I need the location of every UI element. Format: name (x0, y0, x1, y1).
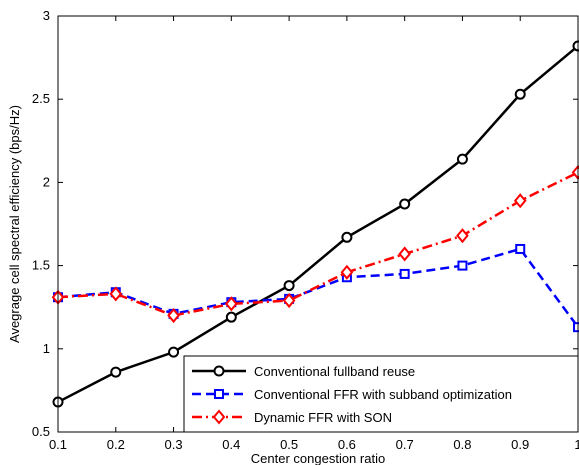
y-tick-label: 1.5 (32, 258, 50, 273)
legend: Conventional fullband reuse Conventional … (183, 355, 579, 433)
x-tick-label: 1 (574, 437, 579, 452)
series-1-point (168, 346, 180, 358)
x-tick-label: 0.6 (338, 437, 356, 452)
x-tick-label: 0.8 (453, 437, 471, 452)
series-1 (52, 40, 579, 408)
x-tick-label: 0.9 (511, 437, 529, 452)
series-3-point (513, 193, 527, 209)
x-axis-ticks: 0.1 0.2 0.3 0.4 0.5 0.6 0.7 0.8 0.9 1 (49, 16, 579, 452)
series-2-point (399, 268, 410, 279)
series-2-point (515, 243, 526, 254)
legend-marker (214, 389, 224, 399)
series-3-point (398, 246, 411, 262)
series-3-point (225, 296, 238, 312)
series-3-point (109, 286, 123, 302)
series-1-point (514, 88, 526, 100)
series-1-point (399, 198, 411, 210)
y-tick-label: 1 (43, 341, 50, 356)
y-axis-ticks: 0.5 1 1.5 2 2.5 3 (32, 8, 578, 439)
series-1-point (456, 153, 468, 165)
x-axis-label: Center congestion ratio (251, 451, 385, 465)
series-1-point (341, 231, 353, 243)
x-tick-label: 0.7 (396, 437, 414, 452)
series-layer (51, 40, 579, 408)
series-3-line (57, 171, 579, 317)
series-1-point (225, 311, 237, 323)
series-3-point (340, 264, 354, 280)
series-3-point (167, 307, 180, 324)
x-tick-label: 0.2 (107, 437, 125, 452)
series-1-point (110, 366, 122, 378)
series-2-point (457, 260, 468, 271)
x-tick-label: 0.4 (222, 437, 240, 452)
series-2-line (57, 247, 579, 328)
series-1-line (57, 44, 579, 404)
x-tick-label: 0.1 (49, 437, 67, 452)
y-tick-label: 2 (43, 174, 50, 189)
x-tick-label: 0.3 (165, 437, 183, 452)
legend-label: Conventional FFR with subband optimizati… (254, 387, 512, 402)
series-3-point (282, 292, 296, 309)
legend-label: Conventional fullband reuse (254, 364, 415, 379)
series-1-point (283, 280, 295, 292)
legend-marker (213, 365, 225, 377)
legend-label: Dynamic FFR with SON (254, 410, 392, 425)
y-tick-label: 0.5 (32, 424, 50, 439)
y-tick-label: 3 (43, 8, 50, 23)
series-3-point (456, 228, 469, 244)
legend-box (183, 355, 579, 433)
y-axis-label: Avegrage cell spectral efficiency (bps/H… (7, 105, 22, 343)
x-tick-label: 0.5 (280, 437, 298, 452)
legend-marker (212, 409, 226, 425)
y-tick-label: 2.5 (32, 91, 50, 106)
